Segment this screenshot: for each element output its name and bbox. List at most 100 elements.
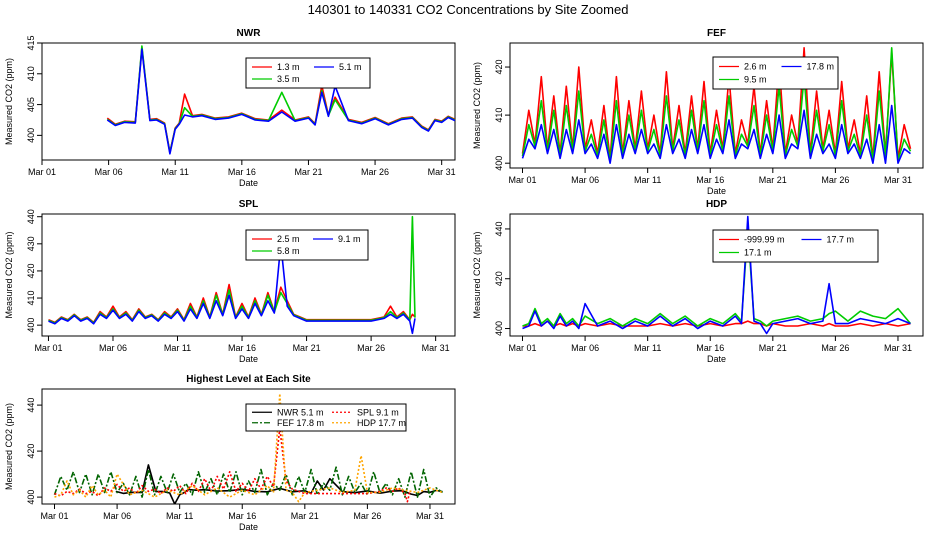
- plot-frame: [509, 213, 924, 337]
- series-line-3: [521, 104, 911, 164]
- x-tick-label: Mar 26: [821, 175, 849, 185]
- x-tick-label: Mar 21: [293, 343, 321, 353]
- figure-title: 140301 to 140331 CO2 Concentrations by S…: [308, 2, 629, 17]
- x-axis-label: Date: [707, 354, 726, 364]
- legend-label: 17.8 m: [807, 62, 835, 72]
- x-tick-label: Mar 31: [416, 511, 444, 521]
- x-tick-label: Mar 06: [99, 343, 127, 353]
- legend-label: 5.8 m: [277, 246, 300, 256]
- legend-label: 1.3 m: [277, 62, 300, 72]
- series-line-4: [54, 392, 443, 503]
- x-tick-label: Mar 21: [759, 175, 787, 185]
- y-tick-label: 420: [26, 444, 36, 459]
- legend-label: 9.1 m: [338, 234, 361, 244]
- plot-frame: [509, 42, 924, 169]
- x-tick-label: Mar 01: [509, 343, 537, 353]
- x-tick-label: Mar 01: [41, 511, 69, 521]
- y-axis-label: Measured CO2 (ppm): [4, 231, 14, 318]
- legend-label: 17.1 m: [744, 248, 772, 258]
- y-tick-label: 420: [26, 263, 36, 278]
- x-tick-label: Mar 26: [821, 343, 849, 353]
- legend-box: [245, 229, 369, 261]
- series-line-3: [54, 427, 411, 503]
- legend-label: 2.6 m: [744, 62, 767, 72]
- y-tick-label: 400: [26, 128, 36, 143]
- x-tick-label: Mar 16: [228, 167, 256, 177]
- legend-box: [245, 57, 371, 89]
- series-line-3: [522, 215, 911, 335]
- x-tick-label: Mar 11: [162, 167, 189, 177]
- series-group: [522, 215, 912, 335]
- x-axis-label: Date: [239, 354, 258, 364]
- legend: 2.6 m 17.8 m 9.5 m: [712, 56, 839, 90]
- x-axis-label: Date: [239, 178, 258, 188]
- y-axis-label: Measured CO2 (ppm): [472, 231, 482, 318]
- chart-panel-4: HDP Mar 01 Mar 06 Mar 11 Mar 16 Mar 21 Mar 26 M…: [472, 199, 924, 364]
- legend-box: [712, 56, 839, 90]
- y-tick-label: 410: [26, 291, 36, 306]
- x-tick-label: Mar 21: [759, 343, 787, 353]
- legend-label: 9.5 m: [744, 75, 767, 85]
- y-tick-label: 410: [494, 108, 504, 123]
- y-tick-label: 420: [494, 60, 504, 75]
- plot-frame: [41, 213, 456, 337]
- x-tick-label: Mar 16: [228, 343, 256, 353]
- panel-title: SPL: [239, 199, 258, 210]
- y-tick-label: 400: [494, 156, 504, 171]
- x-axis-label: Date: [707, 186, 726, 196]
- x-tick-label: Mar 21: [294, 167, 322, 177]
- legend: 2.5 m 9.1 m 5.8 m: [245, 229, 369, 261]
- legend-box: [245, 403, 407, 432]
- series-group: [106, 45, 455, 155]
- panel-title: Highest Level at Each Site: [186, 374, 311, 385]
- chart-panel-3: SPL Mar 01 Mar 06 Mar 11 Mar 16 Mar 21 Mar 26 M…: [4, 199, 456, 364]
- y-tick-label: 400: [494, 321, 504, 336]
- panel-title: FEF: [707, 28, 726, 39]
- x-tick-label: Mar 11: [634, 175, 661, 185]
- x-tick-label: Mar 31: [884, 343, 912, 353]
- y-tick-label: 430: [26, 236, 36, 251]
- x-tick-label: Mar 06: [103, 511, 131, 521]
- y-tick-label: 405: [26, 97, 36, 112]
- x-tick-label: Mar 31: [884, 175, 912, 185]
- series-line-2: [48, 215, 416, 324]
- x-tick-label: Mar 31: [422, 343, 450, 353]
- y-axis-label: Measured CO2 (ppm): [472, 62, 482, 149]
- legend-label: SPL 9.1 m: [357, 407, 399, 417]
- x-tick-label: Mar 26: [361, 167, 389, 177]
- series-line-3: [106, 48, 455, 155]
- y-tick-label: 440: [26, 398, 36, 413]
- series-line-1: [521, 46, 912, 160]
- series-group: [521, 46, 912, 164]
- x-tick-label: Mar 16: [696, 175, 724, 185]
- y-axis-label: Measured CO2 (ppm): [4, 403, 14, 490]
- x-tick-label: Mar 01: [28, 167, 56, 177]
- x-tick-label: Mar 26: [357, 343, 385, 353]
- plot-frame: [41, 388, 456, 505]
- x-tick-label: Mar 06: [571, 175, 599, 185]
- y-tick-label: 400: [26, 490, 36, 505]
- x-tick-label: Mar 06: [571, 343, 599, 353]
- x-tick-label: Mar 26: [353, 511, 381, 521]
- series-line-2: [53, 466, 443, 498]
- y-tick-label: 410: [26, 66, 36, 81]
- legend: -999.99 m 17.7 m 17.1 m: [712, 229, 879, 263]
- legend-label: NWR 5.1 m: [277, 407, 324, 417]
- y-tick-label: 420: [494, 271, 504, 286]
- x-tick-label: Mar 11: [166, 511, 193, 521]
- x-tick-label: Mar 11: [164, 343, 191, 353]
- x-tick-label: Mar 31: [428, 167, 456, 177]
- series-line-3: [48, 243, 416, 335]
- x-axis-label: Date: [239, 522, 258, 532]
- series-line-1: [522, 320, 911, 327]
- y-tick-label: 415: [26, 35, 36, 50]
- x-tick-label: Mar 01: [34, 343, 62, 353]
- y-tick-label: 440: [26, 209, 36, 224]
- chart-panel-2: FEF Mar 01 Mar 06 Mar 11 Mar 16 Mar 21 Mar 26 M…: [472, 28, 924, 196]
- series-line-2: [522, 228, 912, 327]
- legend-label: -999.99 m: [744, 235, 785, 245]
- panel-title: NWR: [237, 28, 262, 39]
- y-tick-label: 400: [26, 318, 36, 333]
- legend-label: FEF 17.8 m: [277, 418, 324, 428]
